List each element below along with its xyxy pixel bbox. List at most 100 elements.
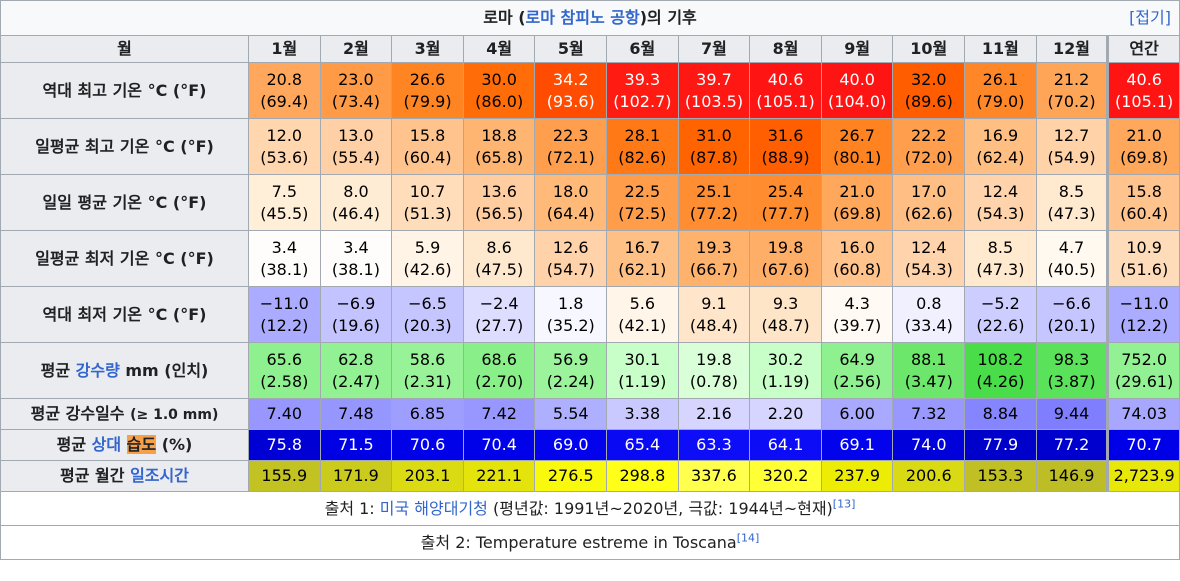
value: 9.1 — [701, 293, 727, 313]
row-label: 역대 최저 기온 °C (°F) — [0, 286, 249, 343]
data-cell: 8.5 (47.3) — [1035, 174, 1109, 231]
value-imperial: (20.1) — [1047, 315, 1096, 335]
value-imperial: (12.2) — [260, 315, 309, 335]
data-cell: 64.1 — [749, 429, 822, 461]
data-cell: 3.38 — [606, 398, 679, 430]
data-cell: 63.3 — [677, 429, 751, 461]
data-cell: 2.20 — [749, 398, 822, 430]
data-cell: 5.54 — [534, 398, 608, 430]
data-cell: 74.0 — [892, 429, 966, 461]
value: 7.32 — [910, 404, 947, 423]
caption-link[interactable]: 로마 참피노 공항 — [525, 8, 640, 27]
data-cell: 4.3 (39.7) — [820, 286, 894, 343]
value: 22.5 — [624, 181, 661, 201]
data-cell: 15.8 (60.4) — [1106, 174, 1180, 231]
link[interactable]: 미국 해양대기청 — [379, 498, 488, 518]
data-cell: 7.42 — [462, 398, 536, 430]
data-cell: 21.0 (69.8) — [1106, 118, 1180, 175]
value-imperial: (60.4) — [1120, 203, 1169, 223]
data-cell: 12.4 (54.3) — [964, 174, 1037, 231]
text: 평균 — [40, 360, 76, 380]
data-cell: 6.00 — [820, 398, 894, 430]
value-imperial: (105.1) — [1115, 91, 1174, 111]
value: 221.1 — [476, 466, 523, 485]
value-imperial: (46.4) — [331, 203, 380, 223]
column-header: 12월 — [1035, 35, 1109, 63]
value: 69.1 — [839, 435, 875, 454]
data-cell: 12.6 (54.7) — [534, 230, 608, 287]
caption-text: 로마 ( — [483, 8, 526, 27]
value-imperial: (72.1) — [546, 147, 595, 167]
column-header: 연간 — [1106, 35, 1180, 63]
data-row: 일평균 최고 기온 °C (°F) 12.0 (53.6) 13.0 (55.4) 15.… — [0, 118, 1180, 175]
value: 2,723.9 — [1113, 466, 1175, 485]
value: 40.6 — [767, 69, 804, 89]
value: 88.1 — [910, 349, 947, 369]
value: 3.38 — [624, 404, 661, 423]
data-cell: 68.6 (2.70) — [462, 342, 536, 399]
value: 21.0 — [839, 181, 875, 201]
value: 16.7 — [624, 237, 661, 257]
data-cell: 7.40 — [248, 398, 321, 430]
value-imperial: (67.6) — [761, 259, 810, 279]
column-header: 3월 — [391, 35, 464, 63]
data-cell: 337.6 — [677, 460, 751, 492]
data-cell: 58.6 (2.31) — [391, 342, 464, 399]
value: 31.0 — [696, 125, 732, 145]
data-cell: 5.9 (42.6) — [391, 230, 464, 287]
link[interactable]: 상대 — [91, 435, 122, 454]
data-cell: −6.9 (19.6) — [319, 286, 393, 343]
data-cell: 62.8 (2.47) — [319, 342, 393, 399]
value: −2.4 — [479, 293, 519, 313]
data-cell: 9.1 (48.4) — [677, 286, 751, 343]
row-label: 평균 월간 일조시간 — [0, 460, 249, 492]
collapse-toggle[interactable]: [접기] — [1129, 8, 1171, 27]
value-imperial: (12.2) — [1120, 315, 1169, 335]
link[interactable]: 강수량 — [75, 360, 120, 380]
data-cell: 13.6 (56.5) — [462, 174, 536, 231]
data-cell: 19.8 (0.78) — [677, 342, 751, 399]
data-cell: 26.7 (80.1) — [820, 118, 894, 175]
data-cell: 4.7 (40.5) — [1035, 230, 1109, 287]
data-cell: 8.6 (47.5) — [462, 230, 536, 287]
data-cell: 200.6 — [892, 460, 966, 492]
data-cell: 8.84 — [964, 398, 1037, 430]
data-cell: 56.9 (2.24) — [534, 342, 608, 399]
link[interactable]: 일조시간 — [130, 466, 189, 485]
data-cell: 22.3 (72.1) — [534, 118, 608, 175]
value-imperial: (27.7) — [475, 315, 524, 335]
data-cell: 16.0 (60.8) — [820, 230, 894, 287]
value-imperial: (80.1) — [833, 147, 882, 167]
data-cell: 1.8 (35.2) — [534, 286, 608, 343]
value: 64.1 — [767, 435, 804, 454]
data-cell: 19.3 (66.7) — [677, 230, 751, 287]
value: 153.3 — [977, 466, 1024, 485]
data-cell: 10.9 (51.6) — [1106, 230, 1180, 287]
value: 8.0 — [343, 181, 369, 201]
value: 26.7 — [839, 125, 875, 145]
value: 64.9 — [839, 349, 875, 369]
value-imperial: (54.3) — [904, 259, 953, 279]
data-cell: −11.0 (12.2) — [248, 286, 321, 343]
data-row: 역대 최저 기온 °C (°F) −11.0 (12.2) −6.9 (19.6) −6.… — [0, 286, 1180, 343]
data-cell: 74.03 — [1106, 398, 1180, 430]
value-imperial: (51.6) — [1120, 259, 1169, 279]
data-cell: 28.1 (82.6) — [606, 118, 679, 175]
value: 8.6 — [486, 237, 512, 257]
value: 9.44 — [1053, 404, 1090, 423]
value-imperial: (65.8) — [475, 147, 524, 167]
value: 5.9 — [414, 237, 441, 257]
data-cell: 15.8 (60.4) — [391, 118, 464, 175]
data-cell: 30.1 (1.19) — [606, 342, 679, 399]
value-imperial: (19.6) — [331, 315, 380, 335]
value: 10.9 — [1126, 237, 1162, 257]
column-header: 4월 — [462, 35, 536, 63]
value: 70.7 — [1126, 435, 1162, 454]
value: 10.7 — [409, 181, 446, 201]
value: 65.6 — [266, 349, 303, 369]
value: 12.4 — [910, 237, 947, 257]
data-row: 일일 평균 기온 °C (°F) 7.5 (45.5) 8.0 (46.4) 10.7 (5… — [0, 174, 1180, 231]
data-cell: 40.6 (105.1) — [1106, 62, 1180, 119]
data-cell: 146.9 — [1035, 460, 1109, 492]
data-cell: −5.2 (22.6) — [964, 286, 1037, 343]
